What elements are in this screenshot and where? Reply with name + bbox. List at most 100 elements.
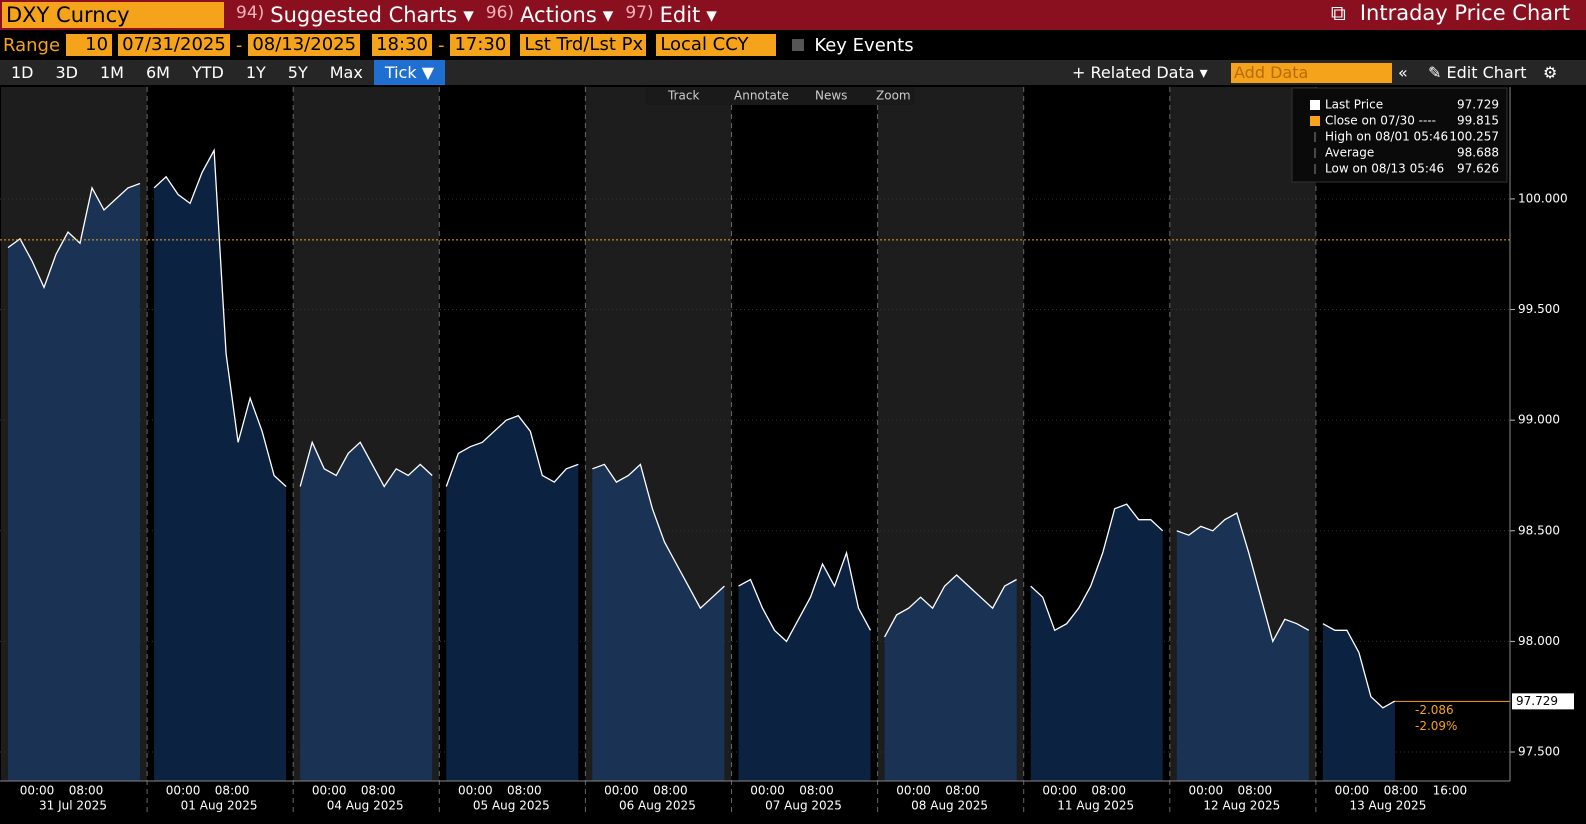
price-line: [1030, 503, 1164, 632]
edit-chart[interactable]: ✎ Edit Chart: [1428, 63, 1527, 82]
legend-label: Low on 08/13 05:46: [1325, 162, 1444, 176]
period-button[interactable]: 3D: [55, 63, 79, 82]
period-button[interactable]: 1D: [11, 63, 34, 82]
y-tick-label: 98.000: [1518, 634, 1560, 648]
chart-tool[interactable]: Annotate: [734, 89, 789, 103]
x-date-label: 31 Jul 2025: [39, 799, 107, 813]
area: [154, 150, 287, 782]
period-button[interactable]: 6M: [145, 63, 170, 82]
chart-tool[interactable]: Track: [667, 89, 699, 103]
legend-label: High on 08/01 05:46: [1325, 130, 1448, 144]
area: [1030, 504, 1163, 781]
x-tick-label: 08:00: [1384, 784, 1419, 798]
x-date-label: 05 Aug 2025: [473, 799, 550, 813]
area: [592, 464, 725, 781]
end-time[interactable]: 17:30: [450, 34, 511, 56]
related-data[interactable]: + Related Data ▾: [1072, 63, 1208, 82]
x-tick-label: 00:00: [458, 784, 493, 798]
change: -2.086: [1415, 703, 1454, 717]
period-button[interactable]: 1Y: [245, 63, 266, 82]
start-date[interactable]: 07/31/2025: [118, 34, 230, 56]
key-events[interactable]: Key Events: [814, 34, 914, 56]
price-line: [7, 182, 141, 290]
x-date-label: 12 Aug 2025: [1203, 799, 1280, 813]
x-tick-label: 08:00: [1091, 784, 1126, 798]
range-label: Range: [3, 34, 61, 56]
x-date-label: 01 Aug 2025: [181, 799, 258, 813]
x-tick-label: 00:00: [312, 784, 347, 798]
chart-tool[interactable]: Zoom: [876, 89, 911, 103]
legend-value: 97.729: [1457, 98, 1499, 112]
edit-text: Edit Chart: [1446, 63, 1527, 82]
menu-label: Edit: [659, 3, 701, 27]
area: [300, 442, 433, 781]
menu-num: 94): [236, 3, 265, 23]
menu[interactable]: 96) Actions ▾: [485, 3, 614, 27]
currency-select[interactable]: Local CCY: [656, 34, 777, 56]
price-line: [1176, 512, 1310, 644]
collapse[interactable]: «: [1398, 63, 1408, 82]
security-input[interactable]: DXY Curncy: [2, 2, 224, 28]
period-button[interactable]: YTD: [191, 63, 224, 82]
x-tick-label: 08:00: [215, 784, 250, 798]
last-price-label: 97.729: [1516, 694, 1558, 708]
x-tick-label: 08:00: [507, 784, 542, 798]
tick-button[interactable]: Tick ▼: [373, 60, 446, 85]
y-tick-label: 98.500: [1518, 523, 1560, 537]
menu-label: Actions: [520, 3, 597, 27]
x-tick-label: 08:00: [653, 784, 688, 798]
menu-num: 96): [485, 3, 515, 23]
price-line: [592, 463, 725, 610]
period-bar: 1D 3D 1M 6M YTD 1Y 5Y Max Tick ▼ + Related Data…: [0, 60, 1586, 85]
legend-value: 98.688: [1457, 146, 1499, 160]
legend-value: 99.815: [1457, 114, 1499, 128]
legend-bg: [1291, 87, 1508, 183]
last-price-box: [1512, 693, 1574, 710]
title[interactable]: ⧉ Intraday Price Chart: [1330, 1, 1570, 25]
field-select[interactable]: Lst Trd/Lst Px: [520, 34, 647, 56]
x-date-label: 07 Aug 2025: [765, 799, 842, 813]
area: [738, 552, 871, 781]
legend-swatch: [1310, 116, 1320, 126]
checkbox[interactable]: [792, 39, 805, 51]
add-data[interactable]: Add Data: [1231, 62, 1392, 83]
x-tick-label: 00:00: [1335, 784, 1370, 798]
period-button[interactable]: 1M: [100, 63, 124, 82]
start-time[interactable]: 18:30: [372, 34, 432, 56]
area: [1322, 623, 1395, 781]
menu-num: 97): [625, 3, 654, 23]
x-tick-label: 00:00: [166, 784, 201, 798]
menu[interactable]: 94) Suggested Charts ▾: [236, 3, 474, 27]
period-button[interactable]: Max: [329, 63, 363, 82]
legend-value: 100.257: [1449, 130, 1499, 144]
y-tick-label: 99.500: [1518, 302, 1560, 316]
x-date-label: 04 Aug 2025: [327, 799, 404, 813]
range-input[interactable]: 10: [66, 34, 113, 56]
price-line: [1322, 623, 1396, 709]
x-tick-label: 08:00: [799, 784, 834, 798]
x-tick-label: 08:00: [69, 784, 104, 798]
legend-label: Close on 07/30 ----: [1325, 114, 1436, 128]
x-date-label: 11 Aug 2025: [1057, 799, 1134, 813]
x-tick-label: 00:00: [896, 784, 931, 798]
tools-bg: [645, 87, 915, 105]
area: [1176, 513, 1309, 781]
x-tick-label: 00:00: [20, 784, 55, 798]
legend-label: Average: [1325, 146, 1374, 160]
x-tick-label: 16:00: [1433, 784, 1468, 798]
x-tick-label: 00:00: [1042, 784, 1077, 798]
related-text: Related Data: [1090, 63, 1195, 82]
price-line: [884, 574, 1017, 638]
period-button[interactable]: 5Y: [287, 63, 308, 82]
end-date[interactable]: 08/13/2025: [248, 34, 361, 56]
change-pct: -2.09%: [1415, 719, 1457, 733]
legend-swatch: [1310, 100, 1320, 110]
x-date-label: 13 Aug 2025: [1349, 799, 1426, 813]
settings[interactable]: ⚙: [1543, 63, 1558, 82]
price-line: [299, 440, 433, 488]
price-line: [445, 414, 579, 487]
menu[interactable]: 97) Edit ▾: [625, 3, 717, 27]
chart-tool[interactable]: News: [815, 89, 847, 103]
y-tick-label: 100.000: [1518, 191, 1568, 205]
